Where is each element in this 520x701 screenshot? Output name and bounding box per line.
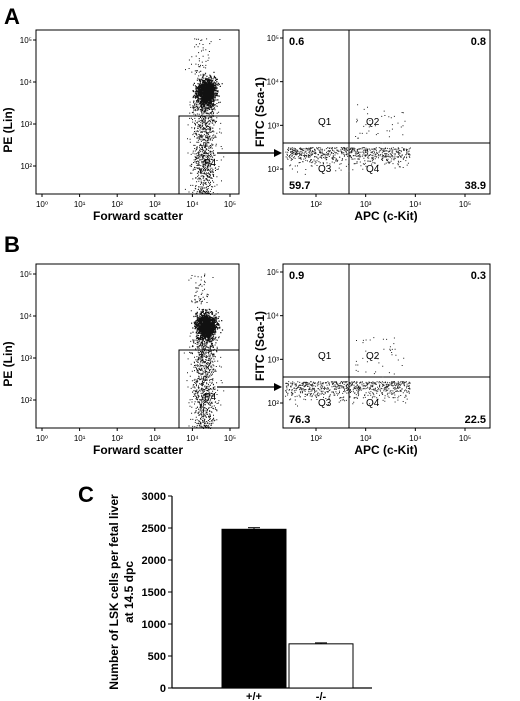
fsc-x-axis-label: Forward scatter [93, 209, 183, 223]
fsc-dot-cloud [183, 273, 225, 429]
fsc-x-tick-label: 10⁴ [186, 434, 199, 443]
quad-x-tick-label: 10⁵ [459, 434, 471, 443]
quad-x-tick-label: 10³ [360, 434, 372, 443]
fsc-y-axis-label: PE (Lin) [1, 341, 15, 386]
fsc-dots [183, 273, 225, 429]
quad-y-axis-label: FITC (Sca-1) [253, 311, 267, 381]
fsc-x-tick-label: 10⁵ [224, 200, 236, 209]
panel-label-a: A [4, 4, 20, 29]
fsc-x-tick-label: 10⁴ [186, 200, 199, 209]
bar-wildtype [221, 528, 287, 689]
bar-y-tick-label: 0 [160, 683, 166, 695]
quad-pct-q4: 22.5 [465, 414, 486, 426]
quad-pct-q1: 0.6 [289, 36, 304, 48]
fsc-y-tick-label: 10⁴ [20, 312, 33, 321]
quad-name-q3: Q3 [318, 398, 332, 409]
fsc-dot-cloud [184, 38, 225, 196]
fsc-x-tick-label: 10⁰ [36, 200, 48, 209]
fsc-y-tick-label: 10² [20, 396, 32, 405]
quad-x-tick-label: 10³ [360, 200, 372, 209]
bar-category-label: -/- [316, 691, 327, 701]
fsc-x-tick-label: 10² [111, 434, 123, 443]
panel-label-c: C [78, 482, 94, 507]
bar-y-axis-label: Number of LSK cells per fetal liverat 14… [107, 494, 136, 690]
bar-y-tick-label: 1500 [142, 587, 166, 599]
fsc-x-tick-label: 10¹ [74, 200, 86, 209]
bar-y-tick-label: 1000 [142, 619, 166, 631]
fsc-y-tick-label: 10³ [20, 354, 32, 363]
fsc-y-tick-label: 10³ [20, 120, 32, 129]
quad-name-q1: Q1 [318, 351, 332, 362]
fsc-y-tick-label: 10⁵ [20, 36, 32, 45]
quad-y-tick-label: 10³ [267, 121, 279, 130]
fsc-y-axis-label: PE (Lin) [1, 107, 15, 152]
fsc-gate-p4 [178, 115, 240, 195]
bar-y-tick-label: 3000 [142, 491, 166, 503]
fsc-plot-frame [35, 29, 240, 195]
quad-x-tick-label: 10⁴ [409, 200, 422, 209]
bar-y-tick-label: 500 [148, 651, 166, 663]
panel-label-b: B [4, 232, 20, 257]
fsc-gate-p4 [178, 349, 240, 429]
quad-pct-q2: 0.3 [471, 270, 486, 282]
quad-name-q2: Q2 [366, 351, 380, 362]
quad-dots [285, 104, 411, 175]
fsc-dots [184, 38, 225, 196]
quad-name-q4: Q4 [366, 398, 380, 409]
fsc-x-tick-label: 10² [111, 200, 123, 209]
bar-y-tick-label: 2500 [142, 523, 166, 535]
gate-arrow-head [274, 383, 282, 391]
quad-pct-q4: 38.9 [465, 180, 486, 192]
quad-x-tick-label: 10² [310, 200, 322, 209]
quad-x-axis-label: APC (c-Kit) [354, 443, 417, 457]
bar-y-axis-label-line: Number of LSK cells per fetal liver [107, 494, 121, 690]
fsc-x-tick-label: 10¹ [74, 434, 86, 443]
quad-pct-q3: 76.3 [289, 414, 310, 426]
quad-y-tick-label: 10⁴ [267, 78, 280, 87]
fsc-x-tick-label: 10⁵ [224, 434, 236, 443]
bar-chart-c: 0 500 1000 1500 2000 2500 3000 +/+ -/- Number of … [107, 491, 372, 701]
fsc-y-tick-label: 10⁴ [20, 78, 33, 87]
quad-pct-q2: 0.8 [471, 36, 486, 48]
quad-y-tick-label: 10⁴ [267, 312, 280, 321]
quad-pct-q3: 59.7 [289, 180, 310, 192]
quad-x-axis-label: APC (c-Kit) [354, 209, 417, 223]
fsc-y-tick-label: 10² [20, 162, 32, 171]
quad-y-axis-label: FITC (Sca-1) [253, 77, 267, 147]
quad-x-tick-label: 10² [310, 434, 322, 443]
quad-y-tick-label: 10³ [267, 355, 279, 364]
quad-dots [285, 337, 411, 407]
fsc-plot-frame [35, 263, 240, 429]
quad-name-q1: Q1 [318, 117, 332, 128]
bar-y-axis-label-line: at 14.5 dpc [122, 561, 136, 623]
quad-plot-frame [282, 263, 491, 429]
quad-x-tick-label: 10⁵ [459, 200, 471, 209]
quad-pct-q1: 0.9 [289, 270, 304, 282]
quad-y-tick-label: 10² [267, 165, 279, 174]
fsc-x-tick-label: 10⁰ [36, 434, 48, 443]
quad-x-tick-label: 10⁴ [409, 434, 422, 443]
flow-row-b: 10⁰ 10¹ 10² 10³ 10⁴ 10⁵ 10² 10³ 10⁴ 10⁵ P4 Forward … [1, 263, 491, 457]
bar-y-tick-label: 2000 [142, 555, 166, 567]
fsc-x-axis-label: Forward scatter [93, 443, 183, 457]
quad-y-tick-label: 10⁵ [267, 34, 279, 43]
quad-plot-frame [282, 29, 491, 195]
quad-y-tick-label: 10⁵ [267, 268, 279, 277]
fsc-gate-label: P4 [204, 392, 217, 403]
fsc-gate-label: P4 [204, 158, 217, 169]
fsc-x-tick-label: 10³ [149, 434, 161, 443]
fsc-x-tick-label: 10³ [149, 200, 161, 209]
quad-y-tick-label: 10² [267, 399, 279, 408]
gate-arrow-head [274, 149, 282, 157]
bar-knockout [288, 643, 354, 689]
quad-name-q2: Q2 [366, 117, 380, 128]
fsc-y-tick-label: 10⁵ [20, 270, 32, 279]
bar-category-label: +/+ [246, 691, 262, 701]
flow-row-a: 10⁰ 10¹ 10² 10³ 10⁴ 10⁵ 10² 10³ 10⁴ 10⁵ P4 Forward … [1, 29, 491, 223]
quad-name-q3: Q3 [318, 164, 332, 175]
quad-name-q4: Q4 [366, 164, 380, 175]
